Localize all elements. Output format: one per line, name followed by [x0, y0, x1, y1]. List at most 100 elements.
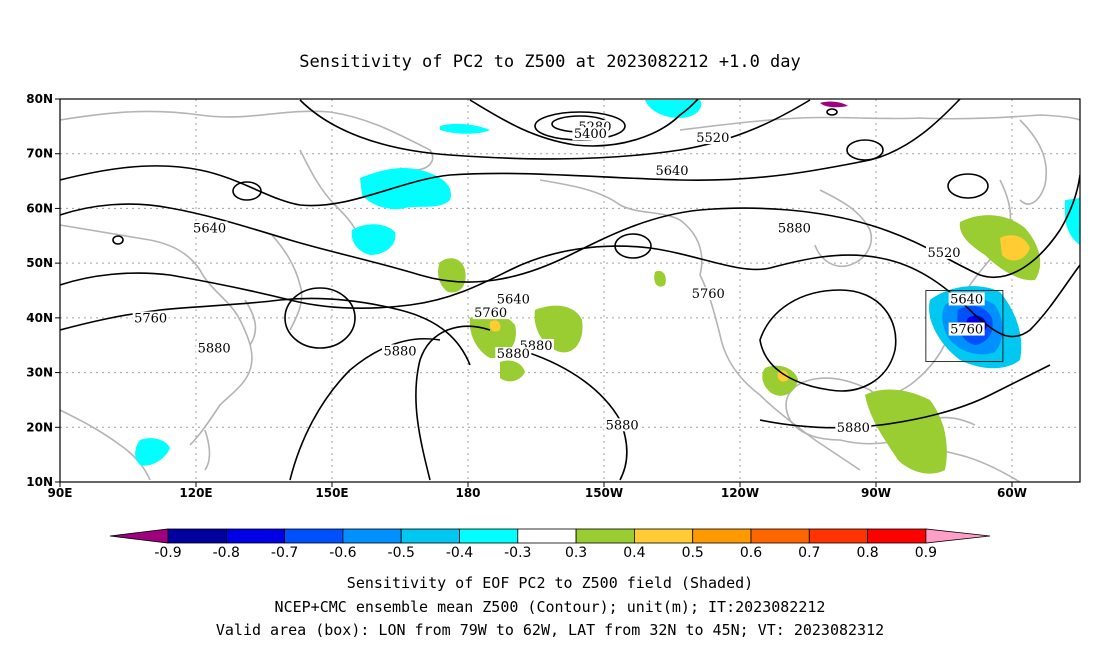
- lon-label: 120W: [721, 486, 759, 500]
- contour-label-bg: [926, 245, 962, 259]
- contour-small-3: [614, 233, 652, 259]
- lon-label: 150E: [315, 486, 348, 500]
- figure-title: Sensitivity of PC2 to Z500 at 2023082212…: [299, 52, 801, 72]
- contour-small-7: [826, 108, 838, 116]
- colorbar-cell: [459, 528, 519, 544]
- contour-5880-na: [759, 289, 897, 392]
- colorbar-tick-label: -0.9: [154, 545, 181, 561]
- contour-5880-loop: [289, 337, 441, 481]
- colorbar-cell: [575, 528, 635, 544]
- contour-label: 5520: [927, 246, 960, 261]
- contour-label: 5640: [497, 292, 530, 307]
- colorbar-cell: [342, 528, 402, 544]
- shade-green-pac2: [469, 313, 516, 359]
- colorbar-tick-label: 0.8: [856, 545, 878, 561]
- caption-line-1: Sensitivity of EOF PC2 to Z500 field (Sh…: [346, 574, 754, 592]
- shade-green-pac1: [438, 258, 466, 293]
- contour-label: 5640: [950, 292, 983, 307]
- shade-cyan-kamchatka: [351, 224, 396, 255]
- contour-label: 5640: [193, 221, 226, 236]
- z500-contours: [60, 99, 1080, 481]
- colorbar-cell: [400, 528, 460, 544]
- contour-label-bg: [132, 311, 169, 325]
- colorbar-tick-label: 0.9: [915, 545, 937, 561]
- contour-label: 5760: [950, 323, 983, 338]
- contour-label-bg: [835, 421, 872, 435]
- contour-label-bg: [948, 322, 985, 336]
- contour-label: 5760: [134, 312, 167, 327]
- colorbar-tick-label: 0.6: [740, 545, 762, 561]
- shade-orange-pac: [489, 320, 501, 332]
- caption-line-3: Valid area (box): LON from 79W to 62W, L…: [215, 621, 885, 639]
- shade-cyan-sea: [135, 438, 170, 466]
- coast-greenland: [1019, 119, 1047, 205]
- lon-label: 120E: [179, 486, 212, 500]
- contour-small-2: [112, 235, 124, 245]
- contour-label-bg: [690, 286, 727, 300]
- colorbar-cell: [167, 528, 227, 544]
- contour-label: 5880: [497, 347, 530, 362]
- contour-label-bg: [654, 163, 690, 177]
- coast-alaska: [539, 179, 703, 276]
- contour-label-group: 5280540055205640564056405640552057605760…: [132, 120, 985, 436]
- shade-green-gulf: [865, 389, 947, 474]
- colorbar-tick-label: 0.7: [798, 545, 820, 561]
- colorbar-cell: [284, 528, 344, 544]
- contour-label-bg: [604, 418, 641, 432]
- contour-label: 5760: [692, 287, 725, 302]
- colorbar-tick-label: -0.8: [213, 545, 240, 561]
- contour-5760: [60, 245, 1080, 338]
- contour-label: 5760: [474, 306, 507, 321]
- shade-cyan-arctic1: [645, 100, 702, 118]
- lat-label: 40N: [26, 311, 53, 325]
- coast-japan: [271, 234, 303, 331]
- contour-label: 5880: [778, 221, 811, 236]
- coast-arctic-na: [679, 114, 1080, 131]
- shade-orange-ne: [1000, 235, 1030, 261]
- colorbar-high-arrow: [925, 528, 991, 544]
- lat-label: 20N: [26, 420, 53, 434]
- colorbar-low-arrow: [109, 528, 169, 544]
- lat-label: 10N: [26, 475, 53, 489]
- map-border: [59, 98, 1081, 483]
- colorbar-tick-label: 0.3: [565, 545, 587, 561]
- contour-5880-east: [519, 349, 628, 481]
- contour-small-5: [846, 139, 884, 161]
- shade-cyan-arctic2: [440, 123, 490, 134]
- contour-label: 5880: [606, 418, 639, 433]
- colorbar-tick-label: 0.4: [623, 545, 645, 561]
- shade-cyan-atl: [1065, 198, 1080, 245]
- shade-green-mex: [762, 365, 798, 396]
- lat-label: 30N: [26, 366, 53, 380]
- colorbar-tick-label: 0.5: [682, 545, 704, 561]
- valid-area-box: [925, 290, 1004, 363]
- contour-5880-atl: [759, 364, 1051, 429]
- contour-label: 5520: [696, 131, 729, 146]
- shade-green-pac4: [500, 360, 525, 382]
- contour-label: 5400: [574, 127, 607, 142]
- contour-label-bg: [776, 221, 813, 235]
- contour-5880-west: [60, 297, 471, 366]
- contour-5640-north: [60, 99, 961, 207]
- lat-label: 80N: [26, 92, 53, 106]
- colorbar-tick-label: -0.6: [329, 545, 356, 561]
- contour-5880-pac: [415, 325, 491, 481]
- lon-label: 90E: [48, 486, 73, 500]
- contour-5520: [299, 99, 811, 160]
- contour-label-bg: [495, 292, 532, 306]
- colorbar-cell: [225, 528, 286, 544]
- contour-label-bg: [196, 341, 233, 355]
- colorbar-cell: [517, 528, 577, 544]
- coast-philippines: [204, 429, 211, 471]
- colorbar: -0.9 -0.8 -0.7 -0.6 -0.5 -0.4 -0.3 0.3 0.4 0.5 0.6…: [109, 528, 991, 561]
- colorbar-tick-label: -0.5: [388, 545, 415, 561]
- caption-line-2: NCEP+CMC ensemble mean Z500 (Contour); u…: [274, 598, 826, 616]
- colorbar-cell: [750, 528, 810, 544]
- colorbar-cell: [634, 528, 694, 544]
- map-panel: 5280540055205640564056405640552057605760…: [59, 98, 1081, 483]
- contour-label-bg: [572, 127, 609, 141]
- lat-label: 60N: [26, 201, 53, 215]
- coast-indochina: [60, 409, 151, 481]
